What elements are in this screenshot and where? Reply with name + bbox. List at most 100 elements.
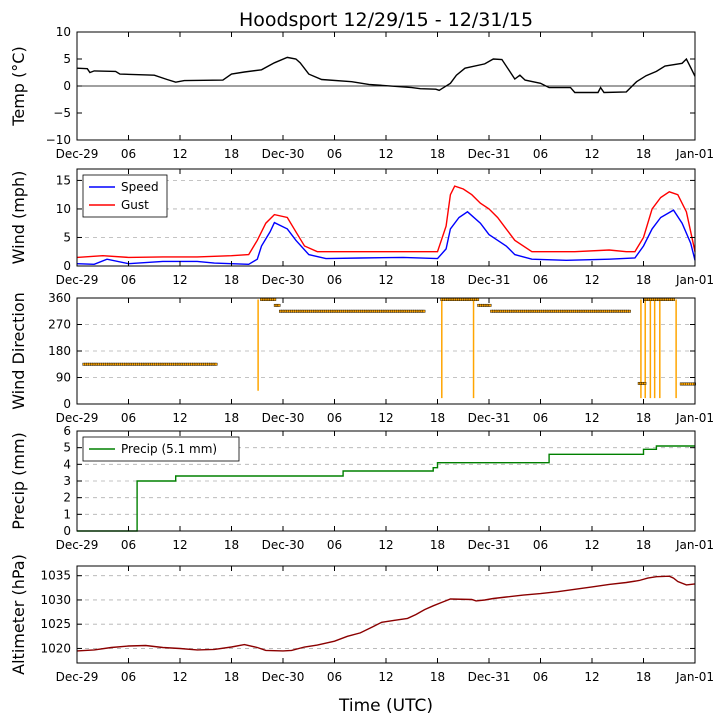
x-tick-label: 12 (584, 273, 599, 287)
y-axis-label: Altimeter (hPa) (9, 554, 28, 675)
legend-label: Speed (121, 180, 159, 194)
x-tick-label: Jan-01 (675, 538, 714, 552)
legend: Speed Gust (82, 174, 168, 218)
y-tick-label: 0 (63, 79, 71, 93)
x-tick-label: 12 (584, 147, 599, 161)
direction-point (672, 298, 675, 301)
y-tick-label: 6 (63, 424, 71, 438)
y-tick-label: 90 (56, 371, 71, 385)
x-tick-label: Dec-30 (262, 147, 305, 161)
direction-point (277, 303, 281, 307)
x-tick-label: 06 (121, 147, 136, 161)
series-line-altimeter (76, 575, 696, 652)
direction-point (488, 303, 492, 307)
x-tick-label: 18 (430, 538, 445, 552)
y-tick-label: 270 (48, 318, 71, 332)
x-tick-label: 18 (636, 273, 651, 287)
x-tick-label: Jan-01 (675, 273, 714, 287)
direction-point (643, 381, 647, 385)
x-tick-label: 12 (172, 670, 187, 684)
series-line-temp (76, 56, 696, 94)
y-tick-label: 10 (56, 202, 71, 216)
y-tick-label: 180 (48, 344, 71, 358)
chart-panel-5: 1035 1030 1025 1020 Dec-29 06 12 18 Dec-30 06 12 18… (9, 554, 714, 684)
x-tick-label: Dec-29 (56, 411, 99, 425)
direction-point (273, 298, 277, 301)
x-tick-label: 06 (121, 670, 136, 684)
plot-frame (76, 297, 696, 405)
x-tick-label: 12 (378, 670, 393, 684)
y-tick-label: 10 (56, 25, 71, 39)
x-tick-label: 12 (378, 538, 393, 552)
legend-label: Gust (121, 198, 149, 212)
direction-point (476, 298, 480, 301)
x-tick-label: 06 (327, 670, 342, 684)
chart-title: Hoodsport 12/29/15 - 12/31/15 (239, 9, 533, 31)
x-tick-label: 12 (172, 147, 187, 161)
y-tick-label: 15 (56, 173, 71, 187)
y-tick-label: −10 (46, 133, 71, 147)
legend-box (82, 174, 168, 218)
y-tick-label: 1035 (40, 569, 71, 583)
y-tick-label: 5 (63, 52, 71, 66)
x-tick-label: 18 (430, 411, 445, 425)
x-tick-label: 18 (224, 538, 239, 552)
x-tick-label: 18 (224, 411, 239, 425)
y-tick-label: 1025 (40, 617, 71, 631)
x-tick-label: 12 (378, 411, 393, 425)
y-tick-label: 3 (63, 474, 71, 488)
y-tick-label: 0 (63, 524, 71, 538)
x-tick-label: Dec-30 (262, 538, 305, 552)
x-tick-label: 18 (636, 538, 651, 552)
x-tick-label: 12 (172, 411, 187, 425)
x-tick-label: 18 (636, 411, 651, 425)
x-tick-label: Dec-29 (56, 273, 99, 287)
y-tick-label: 1020 (40, 641, 71, 655)
series-line-precip-5-1-mm- (77, 445, 695, 532)
x-tick-label: Dec-29 (56, 670, 99, 684)
x-tick-label: Dec-31 (468, 411, 511, 425)
direction-point (628, 309, 631, 313)
x-tick-label: 18 (636, 670, 651, 684)
x-tick-label: 18 (224, 273, 239, 287)
x-tick-label: Dec-29 (56, 538, 99, 552)
y-tick-label: −5 (53, 106, 71, 120)
x-tick-label: 06 (533, 273, 548, 287)
y-tick-label: 0 (63, 397, 71, 411)
x-tick-label: Jan-01 (675, 411, 714, 425)
y-tick-label: 1030 (40, 593, 71, 607)
x-tick-label: 18 (430, 273, 445, 287)
x-tick-label: Dec-29 (56, 147, 99, 161)
x-tick-label: 12 (378, 147, 393, 161)
x-tick-label: 18 (636, 147, 651, 161)
x-axis-label: Time (UTC) (338, 696, 433, 716)
direction-point (214, 362, 218, 366)
x-tick-label: Dec-31 (468, 273, 511, 287)
x-tick-label: Dec-30 (262, 411, 305, 425)
y-tick-label: 360 (48, 291, 71, 305)
y-tick-label: 2 (63, 491, 71, 505)
x-tick-label: 12 (378, 273, 393, 287)
x-tick-label: 06 (121, 538, 136, 552)
x-tick-label: 06 (121, 273, 136, 287)
x-tick-label: 12 (584, 538, 599, 552)
legend: Precip (5.1 mm) (82, 436, 240, 462)
x-tick-label: 06 (327, 273, 342, 287)
y-axis-label: Wind Direction (9, 292, 28, 410)
x-tick-label: 06 (533, 670, 548, 684)
x-tick-label: Dec-31 (468, 538, 511, 552)
x-tick-label: 18 (224, 147, 239, 161)
legend-label: Precip (5.1 mm) (121, 442, 217, 456)
x-tick-label: 12 (584, 670, 599, 684)
x-tick-label: 06 (327, 411, 342, 425)
direction-point (693, 382, 696, 386)
x-tick-label: 06 (533, 538, 548, 552)
y-axis-label: Precip (mm) (9, 432, 28, 530)
direction-point (422, 309, 426, 313)
